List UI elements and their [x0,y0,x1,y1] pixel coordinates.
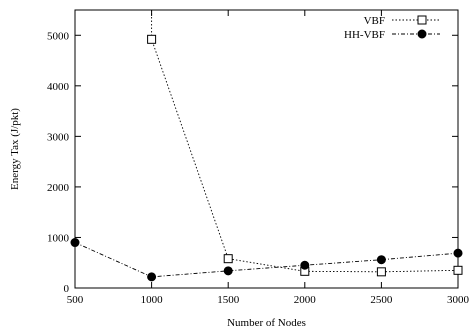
y-tick-label: 1000 [47,232,70,244]
legend-label-hh-vbf: HH-VBF [344,29,385,41]
y-axis-title: Energy Tax (J/pkt) [9,108,21,190]
data-point-hh-vbf [300,260,310,270]
y-tick-label: 2000 [47,182,70,194]
legend-marker-vbf [417,15,427,25]
data-point-vbf [376,267,386,277]
data-point-hh-vbf [223,266,233,276]
x-tick-label: 500 [67,294,84,306]
y-tick-label: 5000 [47,30,70,42]
x-axis-title: Number of Nodes [227,317,306,329]
data-point-hh-vbf [70,238,80,248]
y-tick-label: 3000 [47,131,70,143]
data-point-hh-vbf [147,272,157,282]
x-tick-label: 1500 [217,294,240,306]
y-tick-label: 0 [64,283,70,295]
x-tick-label: 1000 [141,294,164,306]
series-vbf [147,10,463,277]
y-tick-label: 4000 [47,81,70,93]
x-tick-label: 2500 [370,294,393,306]
series-line-vbf [151,10,459,273]
data-point-vbf [223,254,233,264]
x-tick-label: 3000 [447,294,470,306]
data-point-hh-vbf [376,255,386,265]
series-layer [70,10,463,282]
series-hh-vbf [70,238,463,282]
data-point-vbf [453,265,463,275]
legend-label-vbf: VBF [364,15,385,27]
legend-marker-hh-vbf [417,29,427,39]
plot-frame [74,9,459,289]
axis-ticks: 500 1000 1500 2000 2500 3000 0 1000 2000 3000 4000… [47,10,470,306]
data-point-vbf [147,34,157,44]
legend: VBF HH-VBF [344,15,440,41]
x-tick-label: 2000 [294,294,317,306]
series-line-hh-vbf [74,242,459,278]
data-point-hh-vbf [453,248,463,258]
